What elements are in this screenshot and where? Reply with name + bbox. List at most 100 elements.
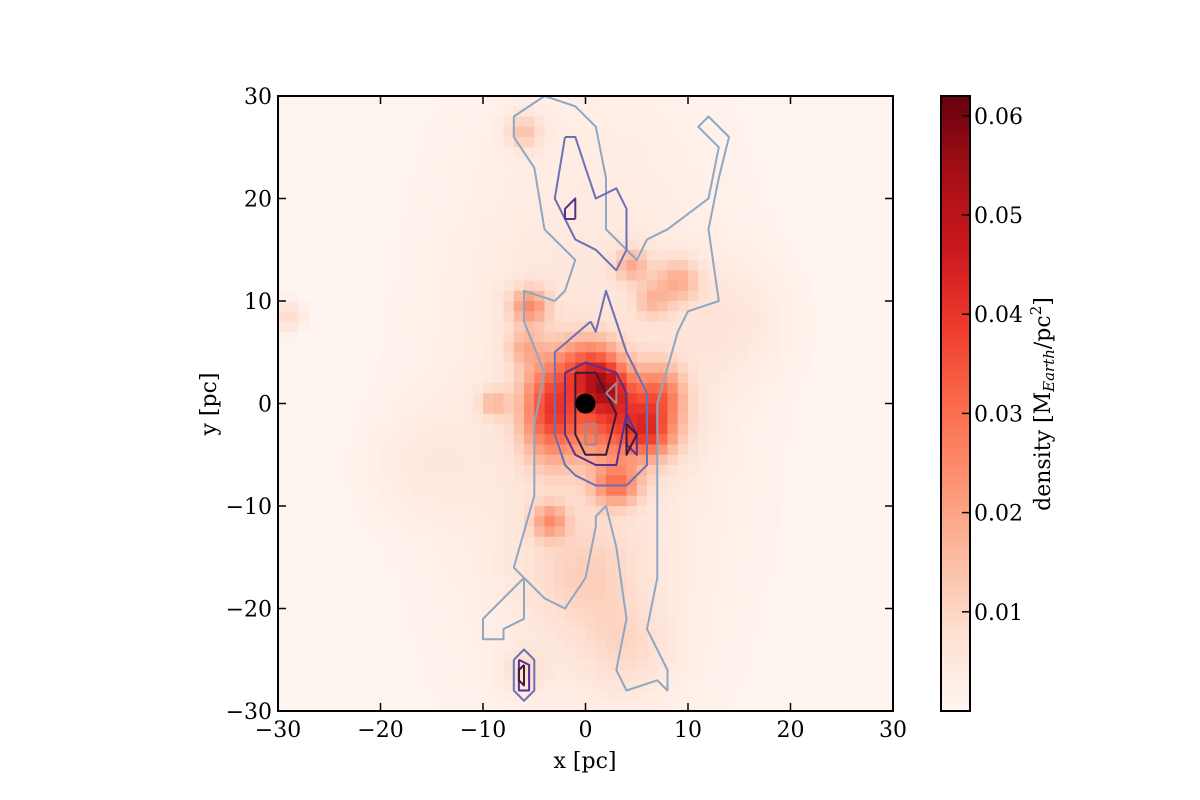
density-cell	[739, 188, 751, 200]
density-cell	[698, 629, 710, 640]
density-cell	[411, 403, 423, 415]
density-cell	[462, 352, 474, 364]
density-cell	[616, 444, 628, 456]
density-cell	[421, 608, 433, 620]
density-cell	[749, 536, 761, 548]
density-cell	[626, 372, 638, 384]
density-cell	[657, 649, 669, 661]
density-cell	[493, 331, 505, 343]
density-cell	[698, 444, 710, 456]
density-cell	[636, 618, 648, 630]
density-cell	[636, 649, 648, 661]
density-cell	[452, 598, 464, 610]
density-cell	[657, 372, 669, 384]
density-cell	[360, 403, 371, 415]
density-cell	[483, 198, 494, 210]
density-cell	[442, 526, 453, 538]
density-cell	[626, 608, 638, 620]
density-cell	[421, 188, 433, 200]
density-cell	[421, 413, 433, 425]
density-cell	[718, 649, 730, 661]
density-cell	[503, 475, 515, 487]
density-cell	[780, 413, 792, 425]
density-cell	[483, 342, 494, 353]
density-cell	[534, 547, 546, 558]
density-cell	[524, 536, 535, 548]
density-cell	[472, 649, 484, 661]
density-cell	[647, 547, 658, 558]
density-cell	[626, 167, 638, 179]
density-cell	[411, 547, 423, 558]
density-cell	[708, 352, 720, 364]
density-cell	[636, 608, 648, 620]
density-cell	[462, 239, 474, 251]
density-cell	[657, 424, 669, 435]
density-cell	[718, 434, 730, 446]
y-tick-label: −20	[226, 598, 272, 623]
density-cell	[636, 137, 648, 148]
density-cell	[606, 239, 617, 251]
density-cell	[667, 167, 679, 179]
density-cell	[616, 659, 628, 671]
density-cell	[657, 536, 669, 548]
density-cell	[749, 444, 761, 456]
density-cell	[390, 547, 402, 558]
density-cell	[411, 393, 423, 405]
density-cell	[739, 157, 751, 169]
density-cell	[390, 495, 402, 507]
density-cell	[421, 485, 433, 497]
density-cell	[626, 96, 638, 107]
density-cell	[421, 116, 433, 128]
density-cell	[565, 260, 576, 271]
density-cell	[688, 598, 699, 610]
density-cell	[493, 219, 505, 230]
density-cell	[452, 331, 464, 343]
density-cell	[421, 331, 433, 343]
density-cell	[575, 270, 587, 282]
density-cell	[657, 249, 669, 261]
density-cell	[636, 690, 648, 702]
density-cell	[513, 506, 525, 517]
density-cell	[575, 567, 587, 579]
density-cell	[677, 331, 689, 343]
density-cell	[636, 229, 648, 241]
density-cell	[401, 485, 412, 497]
density-cell	[575, 352, 587, 364]
density-cell	[483, 536, 494, 548]
density-cell	[657, 239, 669, 251]
density-cell	[698, 106, 710, 118]
density-cell	[370, 413, 382, 425]
density-cell	[657, 188, 669, 200]
density-cell	[626, 208, 638, 220]
density-cell	[657, 383, 669, 394]
density-cell	[513, 495, 525, 507]
density-cell	[626, 229, 638, 241]
density-cell	[452, 96, 464, 107]
density-cell	[513, 178, 525, 189]
density-cell	[657, 106, 669, 118]
density-cell	[739, 116, 751, 128]
density-cell	[595, 270, 607, 282]
density-cell	[647, 96, 658, 107]
density-cell	[431, 485, 443, 497]
density-cell	[667, 352, 679, 364]
density-cell	[565, 649, 576, 661]
density-cell	[729, 219, 740, 230]
density-cell	[462, 618, 474, 630]
density-cell	[493, 301, 505, 312]
density-cell	[565, 690, 576, 702]
density-cell	[513, 167, 525, 179]
density-cell	[544, 167, 556, 179]
density-cell	[749, 403, 761, 415]
contour-line-level-4	[517, 664, 525, 687]
density-cell	[411, 639, 423, 651]
density-cell	[636, 639, 648, 651]
density-cell	[739, 506, 751, 517]
density-cell	[636, 249, 648, 261]
density-cell	[626, 506, 638, 517]
density-cell	[472, 96, 484, 107]
density-cell	[718, 239, 730, 251]
density-cell	[718, 280, 730, 292]
density-cell	[729, 157, 740, 169]
density-cell	[739, 137, 751, 148]
